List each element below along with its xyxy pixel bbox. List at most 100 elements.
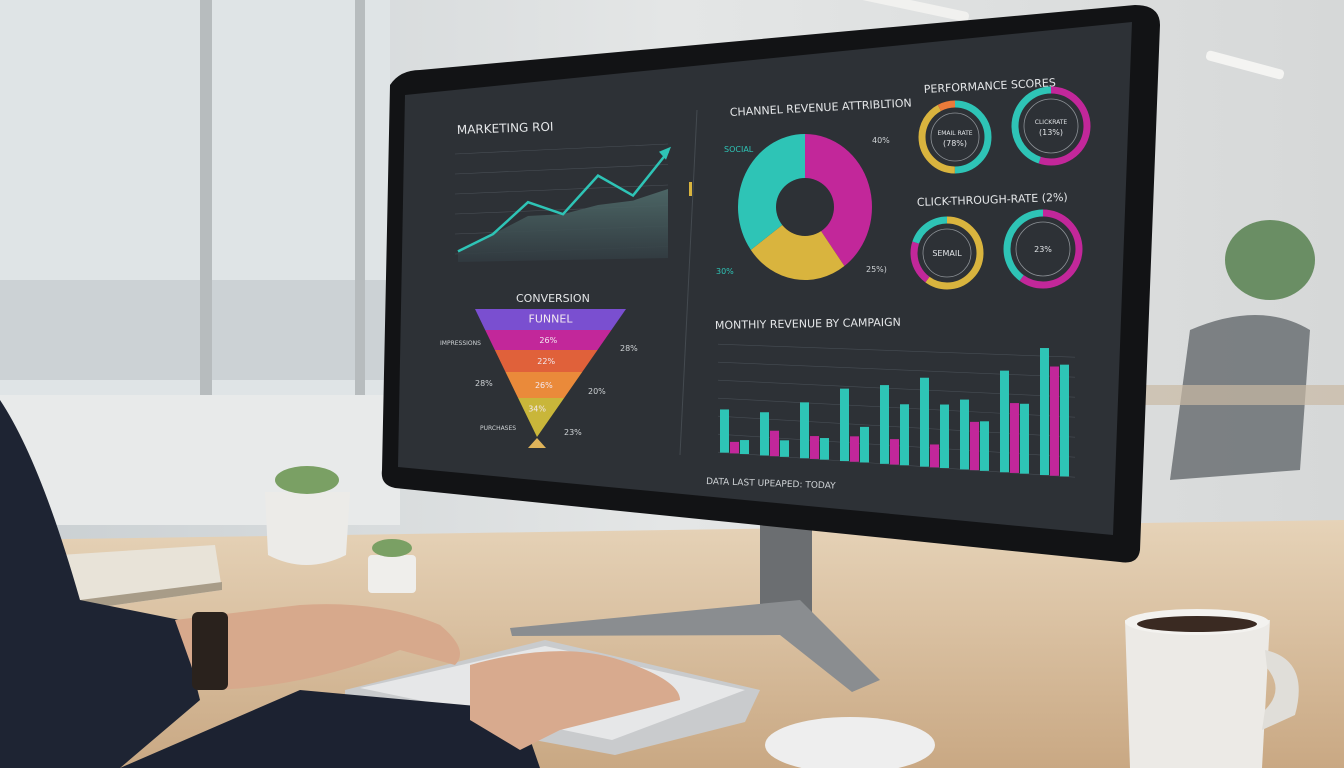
gauge-inner (1015, 221, 1071, 277)
gauge-value: (78%) (943, 139, 967, 148)
donut-slice (805, 134, 872, 267)
revenue-bar (1020, 403, 1029, 474)
score-gauge: SEMAIL (910, 216, 984, 290)
revenue-bar (840, 388, 849, 462)
revenue-bar (1010, 403, 1019, 473)
notebook (60, 545, 222, 610)
gauge-label: EMAIL RATE (937, 130, 972, 137)
funnel-stage-label: 22% (537, 357, 555, 366)
performance-scores-panel: PERFORMANCE SCORES CLICK-THROUGH-RATE (2… (910, 76, 1091, 290)
funnel-tip (528, 438, 546, 448)
gauge-segment (910, 216, 984, 290)
hand (470, 651, 680, 750)
gauge-segment (918, 100, 992, 174)
funnel-side-label: 28% (475, 379, 493, 388)
background-plant (1225, 220, 1315, 300)
conversion-funnel-panel: CONVERSION FUNNEL 26% 22% 26% 34% IMPRESSION… (440, 292, 638, 448)
ceiling-light (851, 0, 969, 22)
funnel-side-label: 28% (620, 344, 638, 353)
donut-slice (750, 207, 845, 280)
hand (175, 604, 460, 690)
gridline (454, 143, 669, 155)
score-gauge: 23% (1003, 209, 1083, 289)
ceiling-light (1205, 50, 1285, 80)
arrow-up-icon (659, 146, 671, 160)
donut-label: 40% (872, 136, 890, 145)
funnel-title: CONVERSION (516, 292, 590, 305)
channel-attribution-panel: CHANNEL REVENUE ATTRIBLTION SOCIAL 40% 3… (716, 96, 912, 280)
revenue-title: MONTHIY REVENUE BY CAMPAIGN (715, 316, 901, 332)
plant-pot-small (368, 539, 416, 593)
gauge-inner (1023, 98, 1079, 154)
last-updated-text: DATA LAST UPEAPED: TODAY (706, 477, 836, 492)
revenue-bar (760, 412, 769, 456)
gauge-inner (922, 228, 972, 278)
revenue-bar (720, 409, 729, 453)
revenue-bar (1000, 370, 1009, 473)
scroll-indicator[interactable] (689, 182, 692, 196)
revenue-bar (1050, 366, 1059, 476)
plant-pot-large (265, 466, 350, 565)
funnel-side-label: 20% (588, 387, 606, 396)
revenue-bar (900, 404, 909, 466)
panel-divider (679, 109, 698, 456)
revenue-bar (740, 440, 749, 455)
gauge-segment (1003, 209, 1083, 289)
revenue-bar (940, 404, 949, 469)
score-gauge: CLICKRATE (13%) (1011, 86, 1091, 166)
gridline (717, 379, 1076, 398)
revenue-bar (880, 385, 889, 464)
funnel-side-label: IMPRESSIONS (440, 340, 481, 347)
roi-area (458, 189, 668, 262)
revenue-bar (920, 377, 929, 467)
funnel-stage-label: 26% (535, 381, 553, 390)
revenue-bar (770, 430, 779, 457)
gridline (717, 451, 1076, 478)
roi-trend-line (457, 150, 669, 253)
funnel-stage-label: 34% (528, 405, 546, 414)
marketing-roi-panel: MARKETING ROI (454, 120, 671, 262)
funnel-stage-label: 26% (539, 336, 557, 345)
funnel-stage (494, 350, 598, 372)
gridline (454, 184, 669, 195)
revenue-bar (960, 399, 969, 470)
revenue-bar (980, 421, 989, 471)
donut-hole (776, 178, 834, 236)
revenue-bar (1040, 348, 1049, 476)
revenue-bar (780, 440, 789, 457)
roi-title: MARKETING ROI (457, 120, 554, 137)
mouse[interactable] (765, 717, 935, 768)
monitor-stand (510, 520, 880, 692)
gauge-segment (918, 100, 992, 174)
revenue-bar (1060, 364, 1069, 477)
office-chair (1140, 315, 1344, 480)
donut-label: 30% (716, 267, 734, 276)
revenue-bar (730, 441, 739, 454)
donut-slice (737, 134, 805, 250)
gridline (454, 164, 669, 175)
revenue-bar (970, 421, 979, 471)
gridline (717, 343, 1076, 358)
revenue-bar (860, 426, 869, 463)
gauge-label: CLICKRATE (1035, 119, 1068, 126)
window (0, 0, 400, 525)
funnel-side-label: PURCHASES (480, 425, 516, 432)
donut-label: 25%) (866, 265, 887, 274)
person-arm-left (0, 400, 460, 768)
gauge-segment (1011, 86, 1091, 166)
funnel-stage (505, 372, 583, 398)
gauge-segment (910, 216, 984, 290)
funnel-stage (518, 398, 565, 437)
revenue-bar (850, 436, 859, 462)
gauge-label: 23% (1034, 245, 1052, 254)
revenue-bar (810, 436, 819, 459)
funnel-stage-label: FUNNEL (529, 313, 574, 326)
revenue-bar (930, 444, 939, 468)
gridline (717, 361, 1076, 378)
score-gauge: EMAIL RATE (78%) (918, 100, 992, 174)
revenue-bar (800, 402, 809, 459)
funnel-stage (475, 309, 626, 330)
coffee-mug (1125, 609, 1299, 768)
gauge-label: SEMAIL (932, 249, 962, 258)
